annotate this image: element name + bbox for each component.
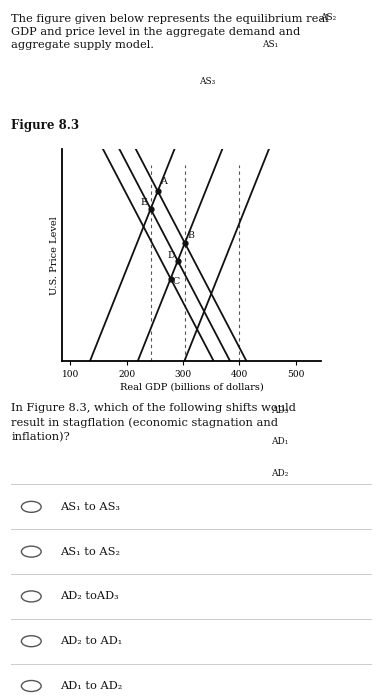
Text: AD₂ toAD₃: AD₂ toAD₃ bbox=[60, 592, 119, 601]
Text: C: C bbox=[173, 277, 180, 286]
Text: In Figure 8.3, which of the following shifts would
result in stagflation (econom: In Figure 8.3, which of the following sh… bbox=[11, 402, 296, 442]
Text: AS₁: AS₁ bbox=[262, 40, 278, 49]
X-axis label: Real GDP (billions of dollars): Real GDP (billions of dollars) bbox=[119, 382, 264, 391]
Text: AD₂: AD₂ bbox=[271, 469, 288, 478]
Text: AS₃: AS₃ bbox=[199, 77, 215, 86]
Text: The figure given below represents the equilibrium real
GDP and price level in th: The figure given below represents the eq… bbox=[11, 14, 329, 50]
Text: AS₁ to AS₂: AS₁ to AS₂ bbox=[60, 547, 120, 556]
Text: AS₁ to AS₃: AS₁ to AS₃ bbox=[60, 502, 120, 512]
Text: AD₂ to AD₁: AD₂ to AD₁ bbox=[60, 636, 122, 646]
Text: AD₃: AD₃ bbox=[271, 406, 288, 415]
Text: E: E bbox=[141, 198, 147, 207]
Text: AD₁ to AD₂: AD₁ to AD₂ bbox=[60, 681, 122, 691]
Text: AD₁: AD₁ bbox=[271, 438, 288, 447]
Text: AS₂: AS₂ bbox=[321, 13, 337, 22]
Text: D: D bbox=[168, 251, 175, 260]
Text: Figure 8.3: Figure 8.3 bbox=[11, 119, 80, 132]
Text: B: B bbox=[187, 231, 194, 240]
Y-axis label: U.S. Price Level: U.S. Price Level bbox=[50, 216, 59, 295]
Text: A: A bbox=[160, 177, 167, 186]
